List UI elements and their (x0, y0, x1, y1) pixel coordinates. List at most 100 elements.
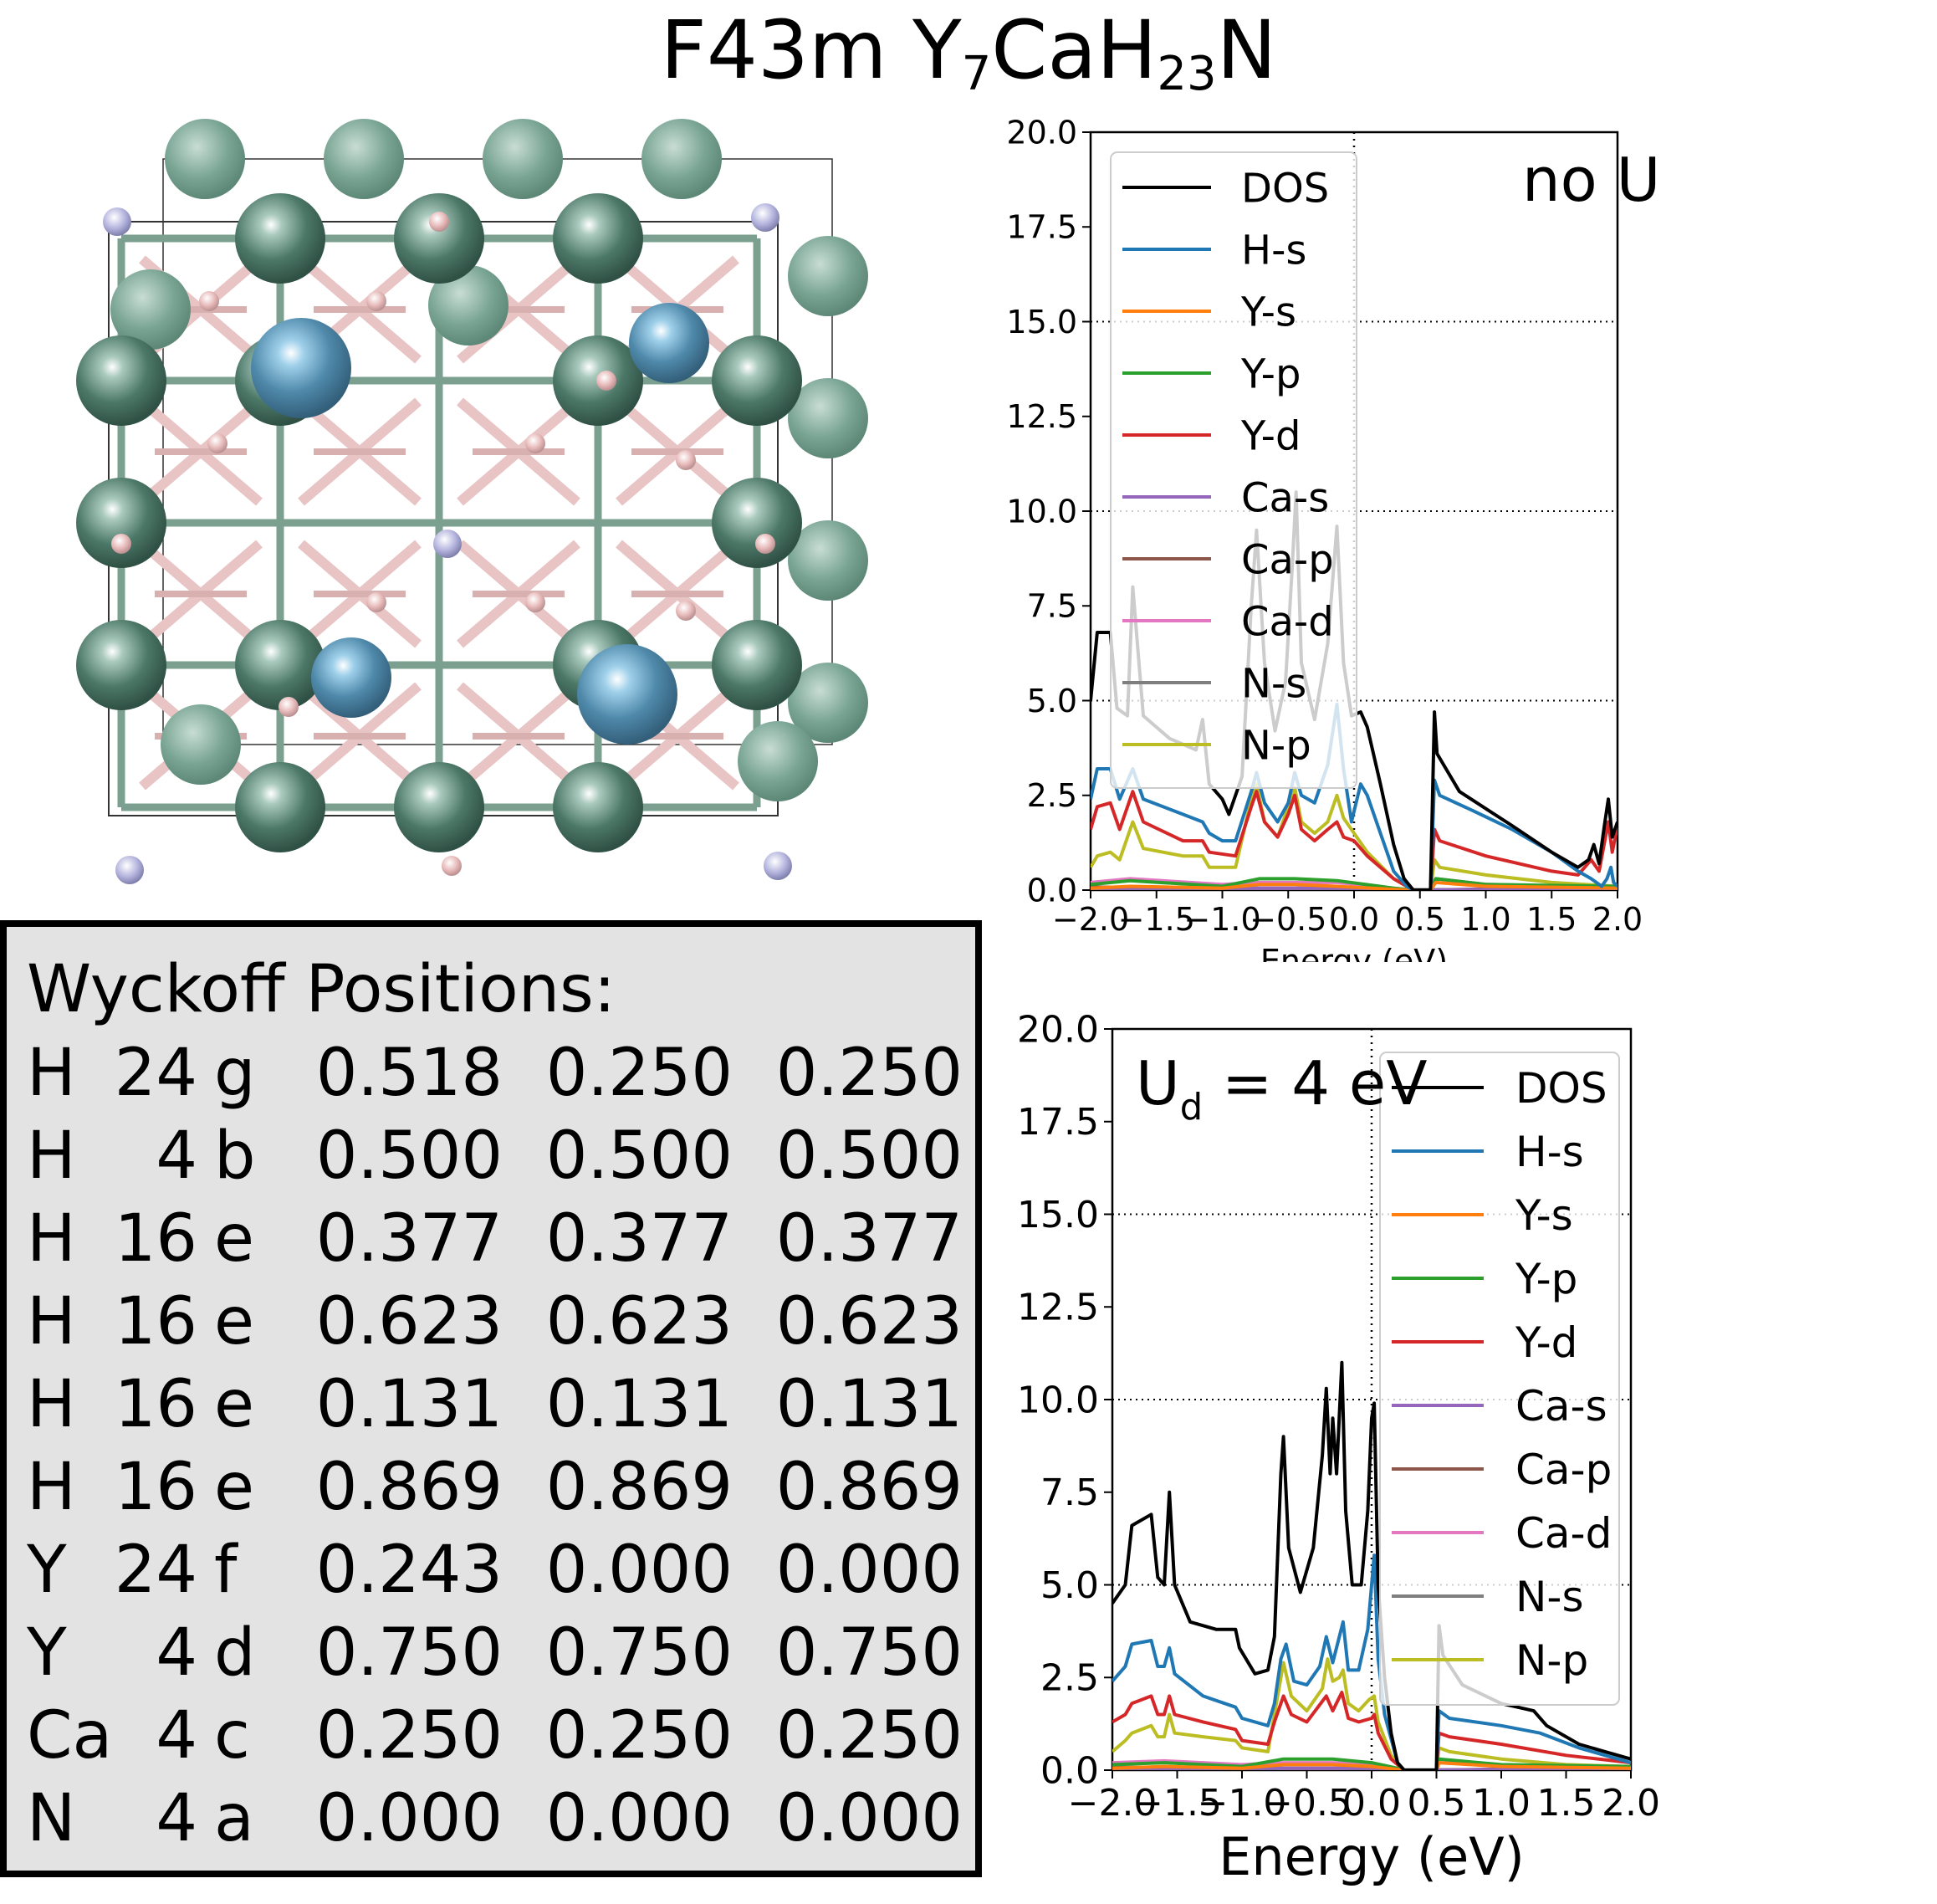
yttrium-atom (235, 762, 325, 852)
wyckoff-letter: e (214, 1367, 254, 1442)
wyckoff-row: H 24 g 0.518 0.250 0.250 (27, 1036, 963, 1111)
x-tick-label: −1.0 (1198, 1782, 1287, 1825)
figure-title: F4 3m Y7CaH23N (0, 0, 1937, 109)
wyckoff-multiplicity: 24 (114, 1036, 197, 1111)
wyckoff-x: 0.250 (315, 1698, 503, 1773)
wyckoff-letter: e (214, 1450, 254, 1525)
y-tick-label: 5.0 (1027, 683, 1077, 719)
formula-part: CaH (991, 3, 1158, 97)
yttrium-atom (324, 119, 404, 199)
wyckoff-letter: e (214, 1201, 254, 1277)
wyckoff-letter: c (214, 1698, 250, 1773)
legend-label: Y-p (1240, 351, 1301, 397)
legend-label: Ca-p (1241, 536, 1334, 583)
wyckoff-z: 0.000 (775, 1781, 963, 1856)
yttrium-atom (161, 704, 241, 785)
formula-part: Y (912, 3, 962, 97)
x-tick-label: 0.5 (1395, 901, 1445, 938)
wyckoff-multiplicity: 4 (156, 1615, 197, 1691)
wyckoff-row: N 4 a 0.000 0.000 0.000 (27, 1781, 963, 1856)
wyckoff-row: H 16 e 0.869 0.869 0.869 (27, 1450, 963, 1525)
wyckoff-row: Y 4 d 0.750 0.750 0.750 (27, 1615, 963, 1691)
yttrium-atom (553, 762, 643, 852)
wyckoff-row: Ca 4 c 0.250 0.250 0.250 (27, 1698, 963, 1773)
wyckoff-multiplicity: 16 (114, 1201, 197, 1277)
wyckoff-y: 0.377 (545, 1201, 733, 1277)
hydrogen-atom (525, 592, 545, 612)
hydrogen-atom (442, 856, 462, 876)
wyckoff-multiplicity: 4 (156, 1781, 197, 1856)
wyckoff-z: 0.377 (775, 1201, 963, 1277)
y-tick-label: 2.5 (1027, 777, 1077, 814)
x-tick-label: −1.0 (1183, 901, 1260, 938)
yttrium-atom (788, 378, 868, 458)
y-tick-label: 0.0 (1040, 1749, 1099, 1792)
wyckoff-row: H 16 e 0.131 0.131 0.131 (27, 1367, 963, 1442)
legend-label: Ca-s (1241, 474, 1329, 521)
series-line-y-d (1112, 1691, 1631, 1770)
series-line-y-s (1112, 1761, 1631, 1770)
hydrogen-atom (111, 534, 131, 554)
wyckoff-element: H (27, 1118, 76, 1194)
wyckoff-z: 0.000 (775, 1533, 963, 1608)
annotation-tail: = 4 eV (1203, 1048, 1427, 1118)
x-tick-label: 2.0 (1602, 1782, 1660, 1825)
hydrogen-atom (676, 601, 696, 621)
legend-label: N-p (1515, 1636, 1588, 1685)
wyckoff-y: 0.250 (545, 1036, 733, 1111)
wyckoff-z: 0.750 (775, 1615, 963, 1691)
x-tick-label: −2.0 (1052, 901, 1129, 938)
crystal-structure-image (76, 119, 868, 884)
yttrium-atom (394, 762, 484, 852)
series-line-y-p (1112, 1757, 1631, 1770)
x-tick-label: −1.5 (1132, 1782, 1222, 1825)
wyckoff-element: Y (27, 1615, 67, 1691)
wyckoff-letter: b (214, 1118, 256, 1194)
yttrium-atom (76, 620, 166, 710)
panel-annotation: Ud = 4 eV (1136, 1048, 1427, 1129)
x-tick-label: −2.0 (1068, 1782, 1158, 1825)
y-tick-label: 15.0 (1017, 1194, 1099, 1236)
legend-label: Ca-d (1241, 598, 1334, 645)
wyckoff-y: 0.131 (545, 1367, 733, 1442)
yttrium-atom (553, 193, 643, 284)
yttrium-atom (712, 478, 802, 568)
hydrogen-atom (366, 592, 386, 612)
legend-label: Ca-d (1515, 1509, 1612, 1558)
series-group (1112, 1360, 1631, 1770)
yttrium-atom (738, 721, 818, 801)
annotation-main: no U (1522, 145, 1660, 215)
series-line-n-p (1112, 1657, 1631, 1770)
wyckoff-letter: d (214, 1615, 256, 1691)
x-tick-label: 0.0 (1329, 901, 1379, 938)
nitrogen-atom (751, 203, 779, 232)
formula-part: N (1216, 3, 1277, 97)
y-tick-label: 7.5 (1040, 1472, 1099, 1514)
legend-label: Y-s (1515, 1191, 1573, 1240)
wyckoff-y: 0.869 (545, 1450, 733, 1525)
yttrium-atom (165, 119, 245, 199)
formula-subscript: 23 (1157, 47, 1217, 101)
wyckoff-z: 0.869 (775, 1450, 963, 1525)
wyckoff-z: 0.623 (775, 1284, 963, 1359)
yttrium-atom (641, 119, 722, 199)
legend-label: Y-d (1515, 1318, 1577, 1367)
x-axis-label: Energy (eV) (1219, 1826, 1525, 1887)
x-tick-label: 0.0 (1342, 1782, 1401, 1825)
nitrogen-atom (103, 207, 131, 236)
x-tick-label: −1.5 (1118, 901, 1195, 938)
wyckoff-x: 0.750 (315, 1615, 503, 1691)
x-axis-label: Energy (eV) (1260, 943, 1448, 962)
yttrium-atom (235, 193, 325, 284)
formula-subscript: 7 (961, 47, 992, 101)
x-tick-label: −0.5 (1250, 901, 1326, 938)
yttrium-atom (110, 269, 191, 350)
wyckoff-y: 0.000 (545, 1533, 733, 1608)
wyckoff-letter: f (214, 1533, 238, 1608)
legend-label: N-s (1515, 1573, 1584, 1621)
wyckoff-y: 0.750 (545, 1615, 733, 1691)
legend-label: Y-d (1240, 412, 1301, 459)
y-tick-label: 15.0 (1006, 304, 1077, 340)
y-tick-label: 7.5 (1027, 588, 1077, 625)
calcium-atom (629, 303, 709, 383)
